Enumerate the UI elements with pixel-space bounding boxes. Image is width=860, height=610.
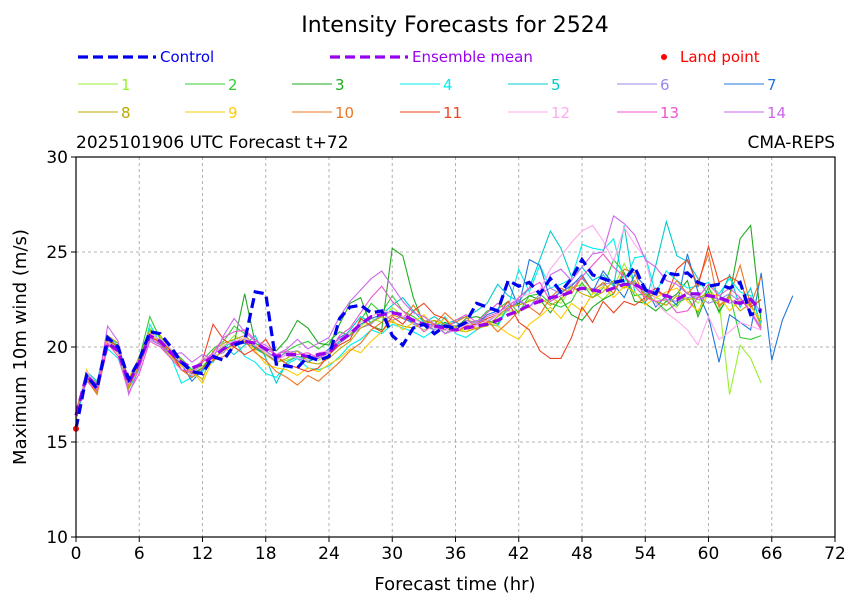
x-tick-label: 36 [445, 544, 467, 564]
y-axis-label: Maximum 10m wind (m/s) [10, 229, 31, 465]
member-legend-label-14: 14 [767, 104, 786, 122]
member-legend-label-11: 11 [443, 104, 462, 122]
member-line-13 [75, 253, 762, 412]
member-line-12 [75, 224, 762, 418]
x-tick-label: 42 [508, 544, 530, 564]
chart-subtitle-left: 2025101906 UTC Forecast t+72 [76, 133, 349, 153]
y-tick-label: 10 [46, 528, 68, 548]
control-line [74, 256, 762, 430]
member-line-10 [75, 251, 762, 416]
member-legend-label-2: 2 [228, 76, 238, 94]
member-legend-label-7: 7 [767, 76, 777, 94]
member-line-9 [75, 285, 762, 420]
x-tick-label: 54 [634, 544, 656, 564]
member-legend-label-6: 6 [660, 76, 670, 94]
member-legend-label-5: 5 [551, 76, 561, 94]
x-tick-label: 72 [824, 544, 846, 564]
y-tick-label: 30 [46, 148, 68, 168]
x-tick-label: 60 [698, 544, 720, 564]
member-legend-label-1: 1 [121, 76, 131, 94]
x-tick-label: 48 [571, 544, 593, 564]
y-tick-label: 15 [46, 433, 68, 453]
x-tick-label: 18 [255, 544, 277, 564]
axes: 0 6 12 18 24 30 36 42 48 54 60 66 72 10 15 20 25 30 [46, 148, 845, 564]
y-tick-label: 25 [46, 243, 68, 263]
x-tick-label: 12 [192, 544, 214, 564]
member-legend-label-9: 9 [228, 104, 238, 122]
grid [76, 157, 835, 537]
control-legend-label: Control [160, 48, 214, 66]
plot-frame [75, 156, 836, 538]
x-tick-label: 30 [381, 544, 403, 564]
x-tick-label: 0 [71, 544, 82, 564]
chart-subtitle-right: CMA-REPS [747, 133, 835, 153]
ensemble-mean-legend-label: Ensemble mean [412, 48, 533, 66]
member-legend-label-8: 8 [121, 104, 131, 122]
x-axis-label: Forecast time (hr) [374, 574, 535, 595]
member-legend-label-4: 4 [443, 76, 453, 94]
member-legend-label-3: 3 [335, 76, 345, 94]
member-legend-label-10: 10 [335, 104, 354, 122]
x-tick-label: 6 [134, 544, 145, 564]
y-tick-label: 20 [46, 338, 68, 358]
member-lines [75, 214, 794, 422]
land-point-legend-label: Land point [680, 48, 760, 66]
x-tick-label: 24 [318, 544, 340, 564]
member-line-14 [75, 214, 762, 418]
chart-title: Intensity Forecasts for 2524 [301, 13, 609, 38]
land-point-legend-marker [661, 54, 667, 60]
x-tick-label: 66 [761, 544, 783, 564]
member-legend-label-12: 12 [551, 104, 570, 122]
member-legend-label-13: 13 [660, 104, 679, 122]
